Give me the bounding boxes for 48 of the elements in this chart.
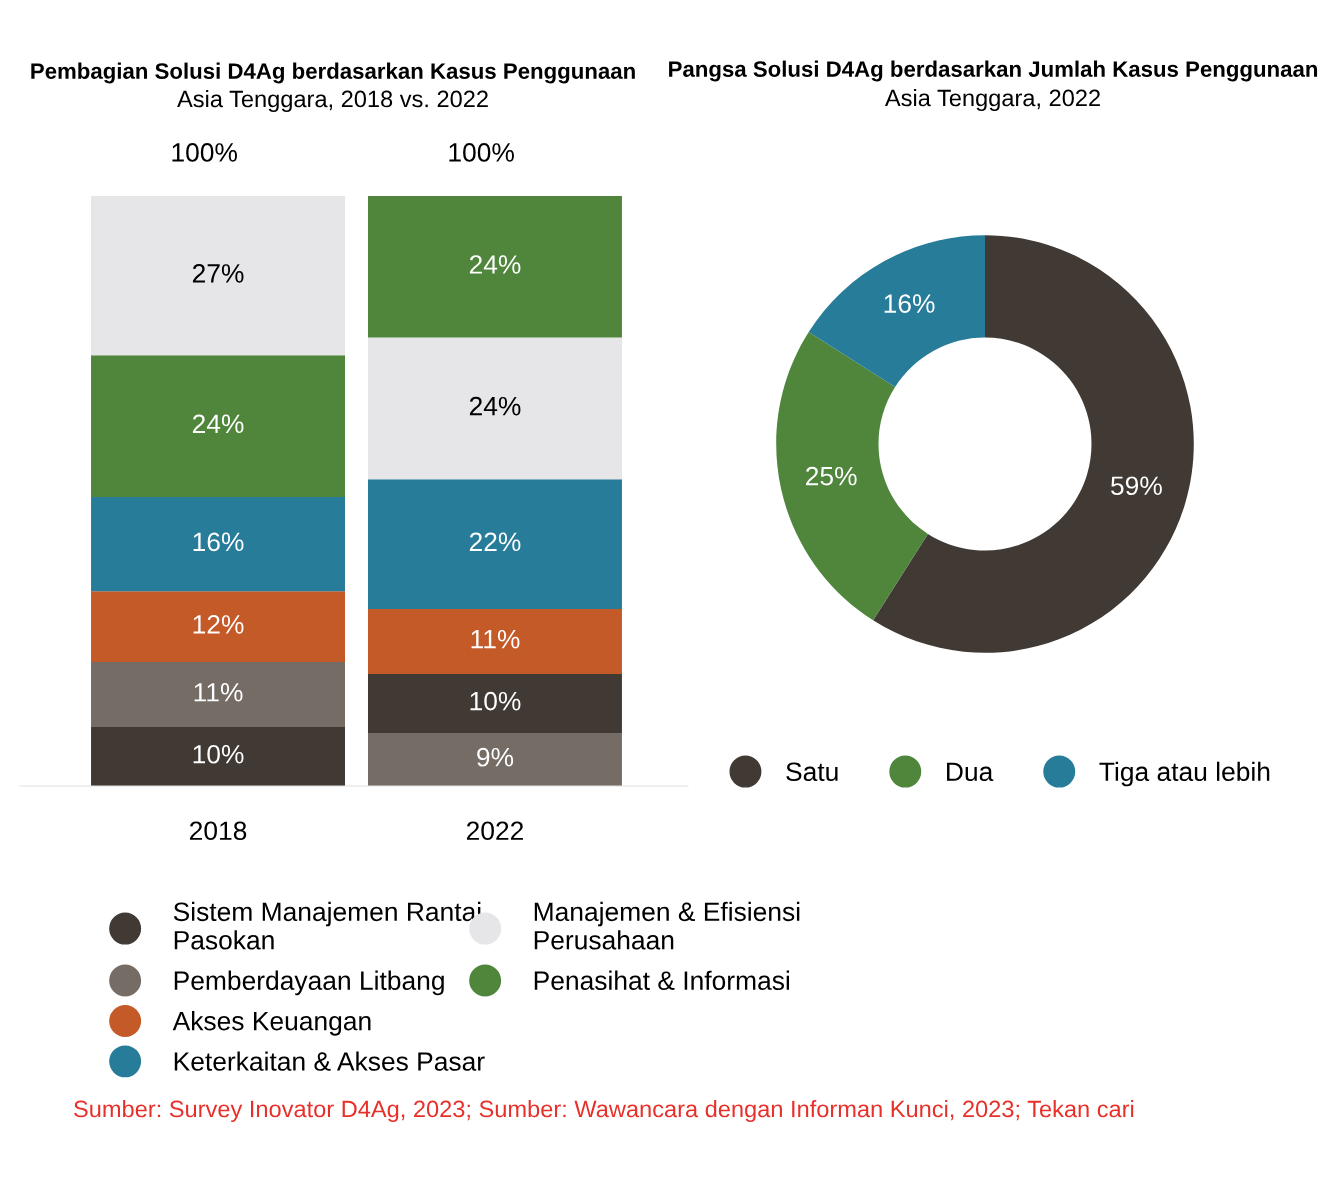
chart-title: Pangsa Solusi D4Ag berdasarkan Jumlah Kasus Penggunaan (669, 60, 1318, 82)
legend-label: Keterkaitan & Akses Pasar (174, 1051, 485, 1071)
text: Sumber: Survey Inovator D4Ag, 2023; Sumber: Wawancara dengan Informan Kunci, 2023; Tekan cari (74, 1100, 1134, 1123)
chart-subtitle: Asia Tenggara, 2018 vs. 2022 (177, 90, 488, 112)
bar (367, 609, 622, 674)
data-label: 16% (884, 294, 935, 313)
data-label: 24% (469, 396, 521, 416)
total-label: 100% (172, 143, 237, 162)
bar (91, 496, 345, 592)
data-label: 10% (470, 691, 521, 711)
data-label: 59% (1111, 476, 1162, 496)
legend-label: Dua (947, 762, 994, 782)
x-tick-label: 2022 (466, 821, 523, 841)
data-label: 10% (193, 744, 244, 764)
bar (367, 196, 622, 338)
bar (91, 662, 345, 727)
bar (367, 732, 622, 786)
data-label: 9% (477, 747, 514, 767)
donut-slice (808, 235, 985, 387)
bar (91, 355, 345, 497)
bar (367, 479, 622, 609)
data-label: 16% (193, 532, 244, 552)
legend-label: Pemberdayaan Litbang (174, 970, 444, 996)
data-label: 27% (192, 264, 244, 283)
data-label: 24% (469, 255, 521, 274)
total-label: 100% (449, 143, 514, 162)
chart-title: Pembagian Solusi D4Ag berdasarkan Kasus Penggunaan (31, 62, 635, 84)
data-label: 11% (471, 629, 520, 649)
donut-slice (776, 332, 928, 621)
bar (91, 591, 345, 663)
donut-slice (873, 235, 1194, 653)
data-label: 12% (193, 615, 244, 634)
data-label: 22% (469, 532, 521, 552)
legend-label: Tiga atau lebih (1099, 761, 1270, 787)
data-label: 25% (806, 466, 857, 486)
bar (91, 196, 345, 356)
legend-label: Manajemen & Efisiensi Perusahaan (534, 901, 800, 950)
bar (367, 673, 622, 733)
data-label: 11% (194, 683, 243, 702)
bar (91, 727, 345, 786)
legend-label: Sistem Manajemen Rantai Pasokan (173, 901, 481, 950)
bar (367, 337, 622, 480)
legend-label: Penasihat & Informasi (534, 970, 790, 990)
legend-label: Akses Keuangan (172, 1011, 371, 1036)
data-label: 24% (192, 414, 244, 434)
legend-label: Satu (786, 762, 838, 782)
x-tick-label: 2018 (190, 821, 247, 841)
chart-subtitle: Asia Tenggara, 2022 (884, 89, 1100, 111)
